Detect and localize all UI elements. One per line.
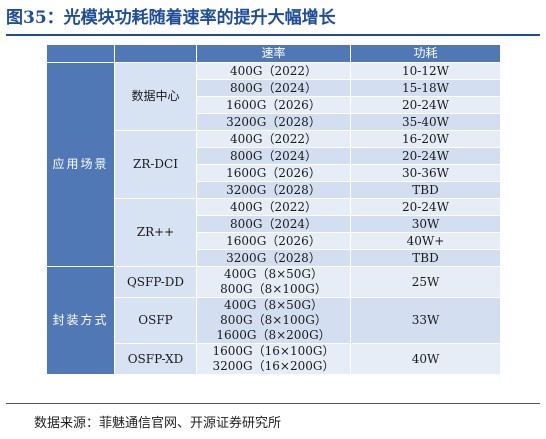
package-rate-line: 3200G（16×200G） [212, 359, 335, 373]
package-power: 40W [350, 343, 501, 375]
rate-cell: 1600G（2026） [196, 232, 351, 250]
power-cell: 15-18W [350, 79, 501, 97]
source-divider [6, 403, 540, 404]
power-cell: 35-40W [350, 113, 501, 131]
rate-cell: 800G（2024） [196, 147, 351, 165]
table-row: 1600G（2026） 40W+ [47, 232, 501, 250]
source-note: 数据来源：菲魅通信官网、开源证券研究所 [34, 416, 282, 431]
table-row: ZR-DCI 400G（2022） 16-20W [47, 130, 501, 199]
power-cell: 20-24W [350, 198, 501, 216]
header-power: 功耗 [350, 44, 501, 63]
header-corner-category [46, 44, 115, 63]
category-application: 应用场景 [46, 62, 115, 267]
package-label: OSFP [114, 297, 197, 344]
figure-title: 图35：光模块功耗随着速率的提升大幅增长 [6, 8, 336, 28]
table-row: 3200G（2028） TBD [47, 249, 501, 267]
table-row: 3200G（2028） 35-40W [47, 113, 501, 131]
rate-cell: 1600G（2026） [196, 96, 351, 114]
header-corner-item [114, 44, 197, 63]
group-label: 数据中心 [114, 62, 197, 131]
rate-cell: 400G（2022） [196, 198, 351, 216]
rate-cell: 3200G（2028） [196, 113, 351, 131]
header-rate: 速率 [196, 44, 351, 63]
group-label: ZR++ [114, 198, 197, 267]
table-row: 封装方式 QSFP-DD 400G（8×50G） 800G（8×100G） 25… [46, 266, 501, 375]
package-power: 25W [350, 266, 501, 298]
package-rate-line: 400G（8×50G） [223, 267, 324, 282]
table-row: ZR++ 400G（2022） 20-24W [47, 198, 501, 267]
rate-cell: 3200G（2028） [196, 249, 351, 267]
package-rates: 400G（8×50G） 800G（8×100G） [196, 266, 351, 298]
package-rate-line: 1600G（16×100G） [212, 344, 335, 359]
table-row: 800G（2024） 30W [47, 215, 501, 233]
group-label: ZR-DCI [114, 130, 197, 199]
rate-cell: 1600G（2026） [196, 164, 351, 182]
rate-cell: 3200G（2028） [196, 181, 351, 199]
package-label: QSFP-DD [114, 266, 197, 298]
package-rate-line: 800G（8×100G） [220, 313, 327, 327]
table-row: OSFP-XD 1600G（16×100G） 3200G（16×200G） 40… [47, 343, 501, 375]
rate-cell: 400G（2022） [196, 62, 351, 80]
package-rate-line: 800G（8×100G） [220, 282, 327, 296]
power-spec-table: 速率 功耗 应用场景 数据中心 400G（2022） 10-12W 800G（2… [46, 44, 501, 375]
package-rate-line: 400G（8×50G） [223, 298, 324, 313]
package-rate-line: 1600G（8×200G） [216, 328, 331, 342]
power-cell: 20-24W [350, 147, 501, 165]
package-rates: 1600G（16×100G） 3200G（16×200G） [196, 343, 351, 375]
power-cell: 40W+ [350, 232, 501, 250]
power-cell: 10-12W [350, 62, 501, 80]
table-header-row: 速率 功耗 [46, 44, 501, 63]
table-row: 800G（2024） 15-18W [47, 79, 501, 97]
table-row: 3200G（2028） TBD [47, 181, 501, 199]
package-power: 33W [350, 297, 501, 344]
power-cell: TBD [350, 181, 501, 199]
rate-cell: 800G（2024） [196, 79, 351, 97]
package-label: OSFP-XD [114, 343, 197, 375]
table-row: OSFP 400G（8×50G） 800G（8×100G） 1600G（8×20… [47, 297, 501, 344]
package-rates: 400G（8×50G） 800G（8×100G） 1600G（8×200G） [196, 297, 351, 344]
rate-cell: 800G（2024） [196, 215, 351, 233]
table-row: 应用场景 数据中心 400G（2022） 10-12W [46, 62, 501, 267]
power-cell: 16-20W [350, 130, 501, 148]
table-row: 1600G（2026） 20-24W [47, 96, 501, 114]
power-cell: 20-24W [350, 96, 501, 114]
rate-cell: 400G（2022） [196, 130, 351, 148]
title-divider [6, 34, 540, 36]
power-cell: 30-36W [350, 164, 501, 182]
category-package: 封装方式 [46, 266, 115, 375]
power-cell: TBD [350, 249, 501, 267]
power-cell: 30W [350, 215, 501, 233]
table-row: 1600G（2026） 30-36W [47, 164, 501, 182]
